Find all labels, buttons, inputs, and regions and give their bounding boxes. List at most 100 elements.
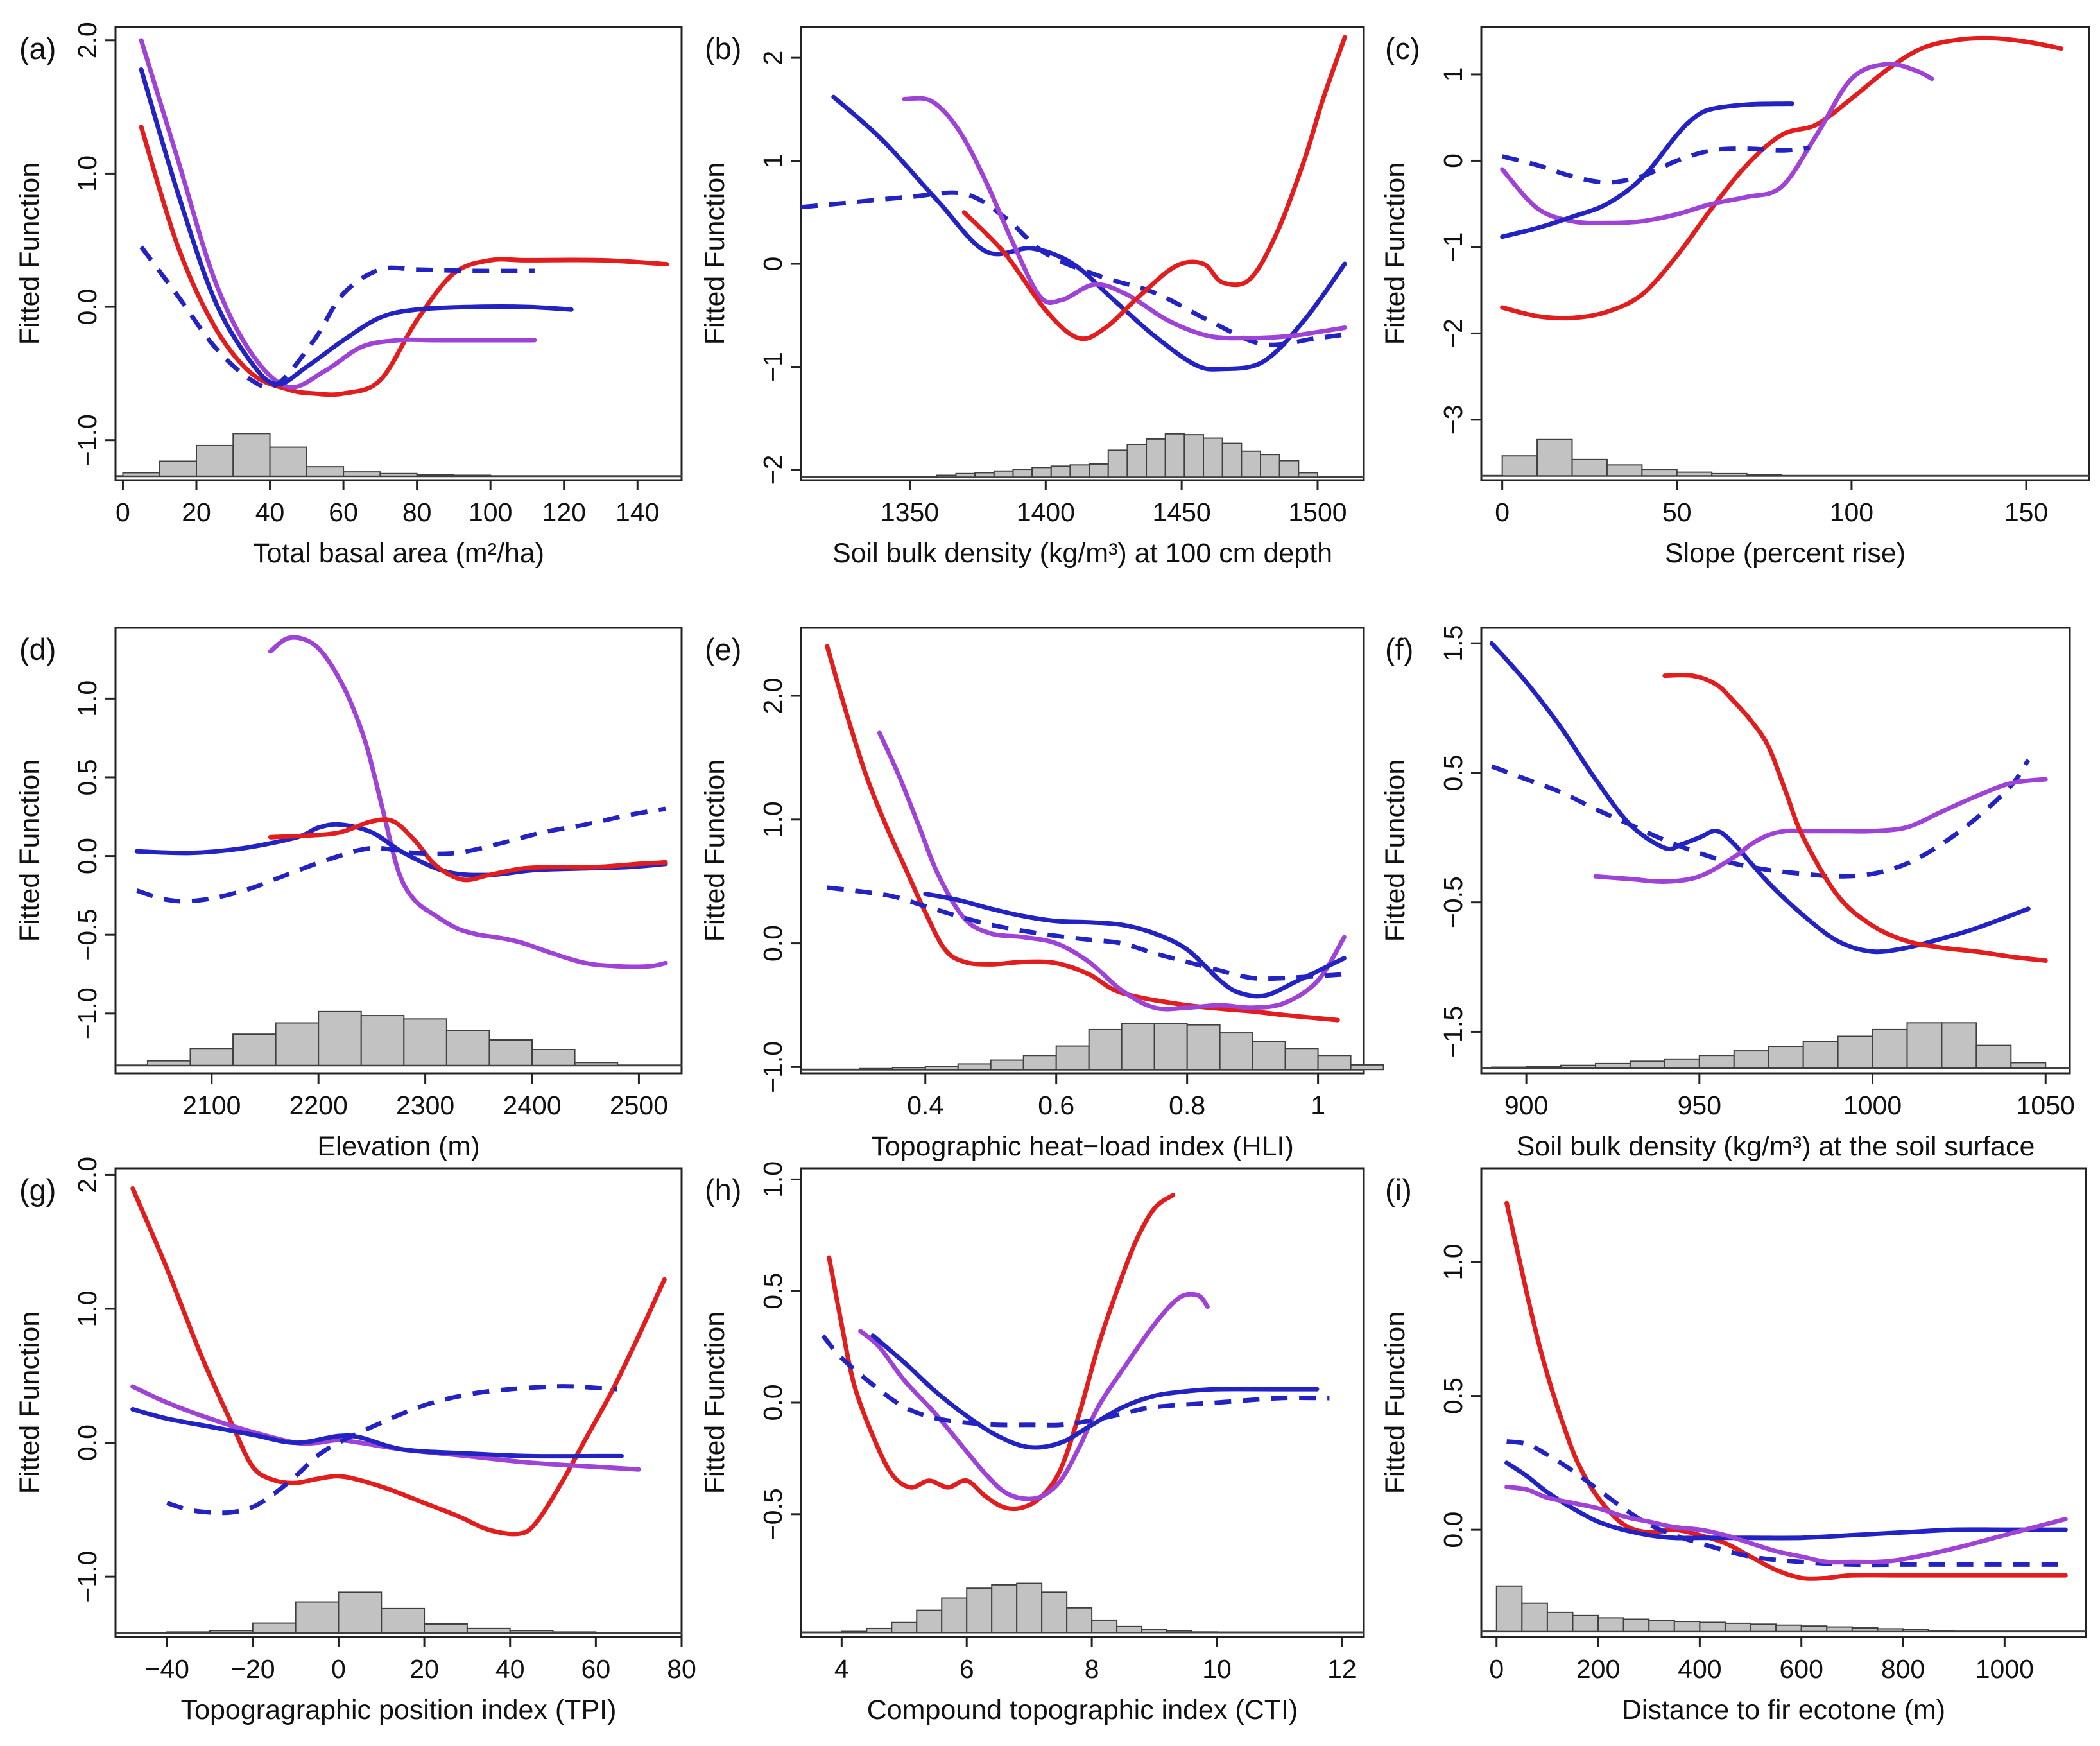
x-axis: −40 −20 0 20 40 60 80 [144, 1637, 696, 1684]
x-axis: 0.4 0.6 0.8 1 [907, 1073, 1325, 1120]
y-axis-title: Fitted Function [14, 759, 45, 942]
y-axis: −1.0 0.0 1.0 2.0 [73, 22, 116, 466]
x-axis-title: Topogragraphic position index (TPI) [181, 1695, 617, 1725]
y-tick-label: 0.0 [73, 1424, 102, 1461]
histogram-bar [1546, 1611, 1574, 1632]
panel-c: 0 50 100 150 −3 −2 −1 0 1 Slope (percent rise) Fit… [1380, 26, 2090, 569]
histogram-bar [1050, 465, 1071, 478]
x-axis-title: Elevation (m) [317, 1131, 479, 1162]
histogram-bar [1800, 1625, 1828, 1632]
series-purple-solid [902, 96, 1347, 341]
x-tick-label: 2300 [396, 1091, 454, 1120]
histogram-bar [1698, 1055, 1735, 1069]
x-tick-label: 60 [329, 497, 358, 527]
plot-frame [1480, 627, 2071, 1075]
x-tick-label: 2400 [503, 1091, 561, 1120]
plot-frame [1480, 26, 2090, 481]
x-axis-title: Total basal area (m²/ha) [253, 538, 544, 569]
histogram-bar [966, 1587, 993, 1634]
y-axis: −2 −1 0 1 2 [758, 51, 801, 485]
x-axis-title: Distance to fir ecotone (m) [1622, 1695, 1945, 1725]
histogram-bar [1016, 1582, 1043, 1634]
histogram-bar [1724, 1622, 1751, 1632]
histogram-bar [269, 446, 307, 477]
y-tick-label: −0.5 [1438, 876, 1468, 928]
y-tick-label: −3 [1438, 404, 1468, 435]
histogram-bar [1069, 464, 1090, 478]
histogram-bar [1166, 1630, 1193, 1634]
panel-label: (e) [705, 632, 741, 666]
y-tick-label: −2 [758, 455, 788, 485]
x-tick-label: 1000 [1843, 1091, 1902, 1120]
histogram-bar [379, 472, 418, 477]
series-purple-solid [1500, 61, 1934, 225]
histogram-bar [1495, 1585, 1523, 1632]
series-blue-dashed [1490, 758, 2031, 879]
x-tick-label: 1500 [1288, 497, 1347, 527]
y-axis: −1.5 −0.5 0.5 1.5 [1438, 625, 1481, 1058]
x-axis-title: Topographic heat−load index (HLI) [871, 1131, 1294, 1162]
y-tick-label: 0 [758, 257, 788, 272]
histogram-bar [209, 1630, 254, 1634]
histogram-bar [1107, 449, 1128, 478]
y-axis-title: Fitted Function [700, 759, 730, 942]
x-axis: 4 6 8 10 12 [834, 1637, 1357, 1684]
plot-frame [114, 1167, 683, 1638]
series-blue-solid [831, 94, 1347, 372]
x-tick-label: 1400 [1017, 497, 1075, 527]
x-tick-label: 950 [1678, 1091, 1721, 1120]
histogram-bar [196, 444, 234, 477]
y-axis-title: Fitted Function [1380, 162, 1411, 345]
y-tick-label: 1.0 [73, 155, 102, 192]
x-tick-label: 2100 [182, 1091, 241, 1120]
histogram-bar [146, 1060, 191, 1066]
histogram-bar [1041, 1591, 1068, 1634]
histogram-bar [1641, 469, 1678, 477]
x-tick-label: 20 [409, 1654, 439, 1684]
y-tick-label: 1 [1438, 67, 1468, 82]
histogram-bar [1260, 454, 1280, 478]
x-axis: 900 950 1000 1050 [1504, 1073, 2075, 1120]
y-axis-title: Fitted Function [700, 162, 730, 345]
series-purple-solid [858, 1292, 1210, 1501]
x-tick-label: 0 [331, 1654, 346, 1684]
x-tick-label: 60 [581, 1654, 611, 1684]
histogram-bar [1676, 471, 1713, 477]
x-tick-label: −20 [230, 1654, 275, 1684]
y-axis: −3 −2 −1 0 1 [1438, 67, 1481, 435]
y-axis: −0.5 0.0 0.5 1.0 [758, 1161, 801, 1540]
histogram-bar [445, 1030, 490, 1066]
series-blue-solid [139, 67, 574, 386]
histogram-bar [1733, 1050, 1769, 1069]
x-axis: 1350 1400 1450 1500 [881, 480, 1347, 527]
histogram-bar [252, 1622, 297, 1634]
series-red-solid [1662, 673, 2048, 963]
histogram-bar [452, 474, 492, 477]
x-tick-label: 50 [1662, 497, 1692, 527]
histogram-bar [1317, 1055, 1352, 1071]
histogram [1481, 1585, 2086, 1633]
histogram-bar [1284, 1048, 1319, 1071]
x-tick-label: −40 [144, 1654, 189, 1684]
x-tick-label: 4 [834, 1654, 849, 1684]
histogram-bar [159, 460, 198, 477]
y-tick-label: 2.0 [73, 1157, 102, 1193]
x-tick-label: 1350 [881, 497, 939, 527]
panel-label: (b) [705, 31, 741, 65]
histogram-bar [1116, 1625, 1143, 1634]
panel-a: 0 20 40 60 80 100 120 140 −1.0 0.0 1.0 2.0 Total bas… [14, 22, 683, 569]
histogram-bar [1146, 438, 1166, 478]
panel-d: 2100 2200 2300 2400 2500 −1.0 −0.5 0.0 0.5 1.0 Ele… [14, 627, 683, 1162]
series-purple-solid [139, 38, 537, 390]
series-blue-dashed [139, 245, 535, 390]
histogram-bar [1572, 1614, 1599, 1632]
histogram-bar [1186, 1024, 1221, 1071]
histogram-bar [1746, 474, 1783, 477]
histogram-bar [1802, 1041, 1839, 1069]
series-purple-solid [268, 635, 668, 969]
y-tick-label: 0.0 [73, 289, 102, 325]
plot-frame [1480, 1167, 2087, 1638]
x-tick-label: 150 [2004, 497, 2048, 527]
series-blue-solid [1504, 1460, 2068, 1541]
y-tick-label: 0.0 [73, 838, 102, 874]
